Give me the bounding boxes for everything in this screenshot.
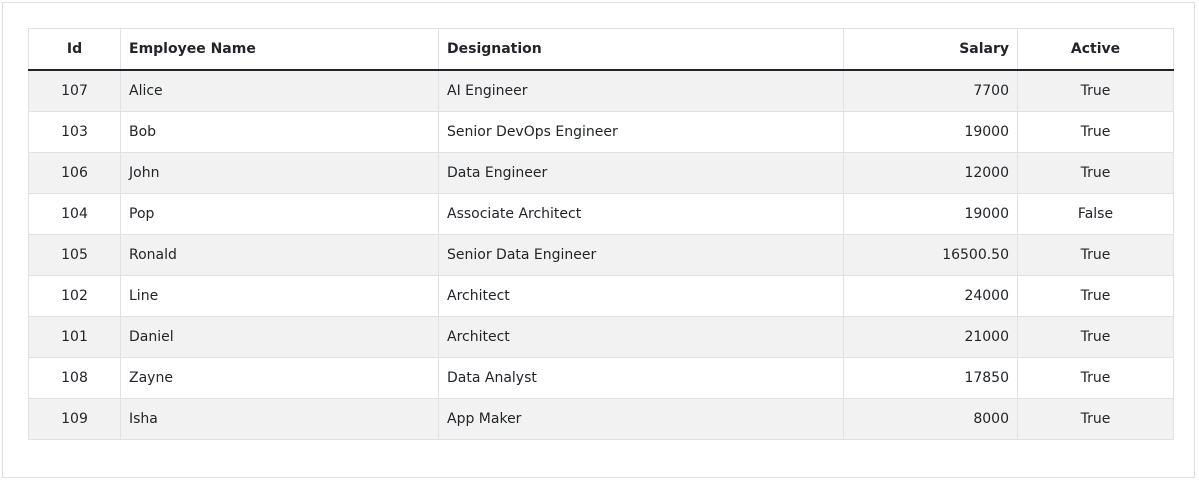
cell-active: True <box>1017 234 1174 276</box>
cell-id: 103 <box>28 111 121 153</box>
table-row[interactable]: 106 John Data Engineer 12000 True <box>28 152 1174 194</box>
cell-salary: 8000 <box>843 398 1018 440</box>
cell-active: True <box>1017 111 1174 153</box>
cell-designation: AI Engineer <box>438 70 844 112</box>
cell-designation: Senior DevOps Engineer <box>438 111 844 153</box>
cell-id: 104 <box>28 193 121 235</box>
cell-active: True <box>1017 152 1174 194</box>
header-salary[interactable]: Salary <box>843 28 1018 71</box>
cell-active: True <box>1017 357 1174 399</box>
cell-salary: 12000 <box>843 152 1018 194</box>
cell-id: 106 <box>28 152 121 194</box>
table-row[interactable]: 104 Pop Associate Architect 19000 False <box>28 193 1174 235</box>
cell-employee-name: Isha <box>120 398 439 440</box>
cell-id: 101 <box>28 316 121 358</box>
cell-designation: Data Analyst <box>438 357 844 399</box>
cell-designation: Architect <box>438 316 844 358</box>
header-id[interactable]: Id <box>28 28 121 71</box>
cell-employee-name: Zayne <box>120 357 439 399</box>
table-row[interactable]: 105 Ronald Senior Data Engineer 16500.50 Tru… <box>28 234 1174 276</box>
cell-designation: Senior Data Engineer <box>438 234 844 276</box>
cell-id: 107 <box>28 70 121 112</box>
cell-salary: 21000 <box>843 316 1018 358</box>
cell-employee-name: Bob <box>120 111 439 153</box>
header-active[interactable]: Active <box>1017 28 1174 71</box>
cell-employee-name: Ronald <box>120 234 439 276</box>
cell-employee-name: Line <box>120 275 439 317</box>
table-header: Id Employee Name Designation Salary Acti… <box>28 28 1174 71</box>
cell-designation: Associate Architect <box>438 193 844 235</box>
cell-active: True <box>1017 275 1174 317</box>
cell-employee-name: Daniel <box>120 316 439 358</box>
table-row[interactable]: 101 Daniel Architect 21000 True <box>28 316 1174 358</box>
cell-salary: 19000 <box>843 111 1018 153</box>
cell-salary: 7700 <box>843 70 1018 112</box>
cell-designation: Data Engineer <box>438 152 844 194</box>
header-row: Id Employee Name Designation Salary Acti… <box>28 28 1174 71</box>
header-employee-name[interactable]: Employee Name <box>120 28 439 71</box>
cell-salary: 19000 <box>843 193 1018 235</box>
employee-table: Id Employee Name Designation Salary Acti… <box>28 28 1174 440</box>
cell-designation: App Maker <box>438 398 844 440</box>
cell-active: True <box>1017 398 1174 440</box>
cell-salary: 17850 <box>843 357 1018 399</box>
cell-employee-name: Pop <box>120 193 439 235</box>
table-row[interactable]: 102 Line Architect 24000 True <box>28 275 1174 317</box>
cell-employee-name: Alice <box>120 70 439 112</box>
cell-salary: 16500.50 <box>843 234 1018 276</box>
cell-employee-name: John <box>120 152 439 194</box>
cell-id: 109 <box>28 398 121 440</box>
table-body: 107 Alice AI Engineer 7700 True 103 Bob Senior … <box>28 70 1174 440</box>
cell-active: True <box>1017 70 1174 112</box>
table-row[interactable]: 108 Zayne Data Analyst 17850 True <box>28 357 1174 399</box>
cell-active: False <box>1017 193 1174 235</box>
cell-salary: 24000 <box>843 275 1018 317</box>
cell-id: 108 <box>28 357 121 399</box>
cell-id: 102 <box>28 275 121 317</box>
table-container: Id Employee Name Designation Salary Acti… <box>2 2 1195 478</box>
table-row[interactable]: 107 Alice AI Engineer 7700 True <box>28 70 1174 112</box>
cell-active: True <box>1017 316 1174 358</box>
cell-id: 105 <box>28 234 121 276</box>
table-row[interactable]: 109 Isha App Maker 8000 True <box>28 398 1174 440</box>
table-row[interactable]: 103 Bob Senior DevOps Engineer 19000 True <box>28 111 1174 153</box>
cell-designation: Architect <box>438 275 844 317</box>
header-designation[interactable]: Designation <box>438 28 844 71</box>
